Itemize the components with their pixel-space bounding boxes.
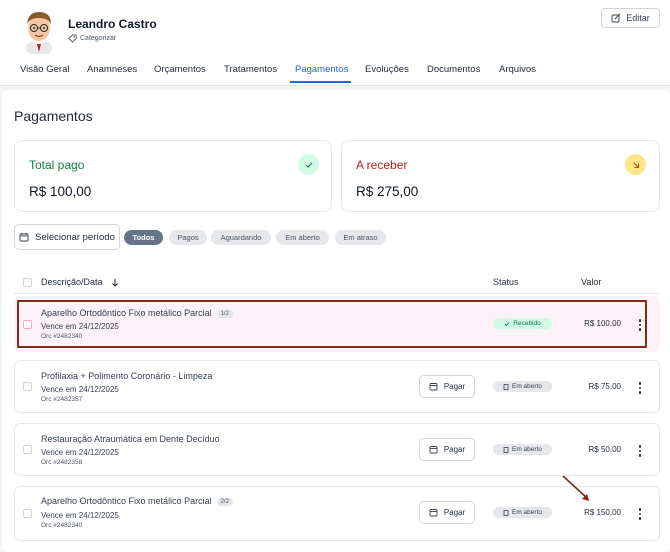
column-header-status: Status bbox=[493, 277, 519, 287]
tab-anamneses[interactable]: Anamneses bbox=[87, 64, 138, 75]
row-due-date: Vence em 24/12/2025 bbox=[41, 385, 119, 394]
edit-button[interactable]: Editar bbox=[601, 8, 660, 28]
calendar-icon bbox=[19, 233, 29, 242]
patient-header: Leandro Castro Categorizar Editar Visão … bbox=[0, 0, 670, 86]
tab-pagamentos[interactable]: Pagamentos bbox=[295, 64, 349, 75]
document-icon bbox=[503, 509, 509, 516]
tab-tratamentos[interactable]: Tratamentos bbox=[224, 64, 277, 75]
pay-button[interactable]: Pagar bbox=[419, 375, 475, 398]
arrow-down-right-icon bbox=[625, 154, 646, 175]
table-row[interactable] bbox=[14, 296, 660, 352]
receivable-value: R$ 275,00 bbox=[356, 184, 419, 199]
row-description: Aparelho Ortodôntico Fixo metálico Parci… bbox=[41, 308, 233, 318]
check-icon bbox=[298, 154, 319, 175]
more-options-icon[interactable] bbox=[638, 508, 642, 520]
filter-chip-pagos[interactable]: Pagos bbox=[169, 230, 207, 245]
arrow-down-icon bbox=[111, 278, 118, 287]
document-icon bbox=[503, 446, 509, 453]
row-value: R$ 150,00 bbox=[584, 508, 621, 517]
more-options-icon[interactable] bbox=[638, 319, 642, 331]
annotation-arrow-icon bbox=[562, 475, 589, 501]
filter-chip-aguardando[interactable]: Aguardando bbox=[211, 230, 271, 245]
check-icon bbox=[504, 321, 510, 326]
filter-chip-em-atraso[interactable]: Em atraso bbox=[335, 230, 386, 245]
status-badge: Em aberto bbox=[493, 507, 552, 518]
installment-badge: 1/2 bbox=[216, 309, 233, 318]
pay-button[interactable]: Pagar bbox=[419, 501, 475, 524]
filter-chip-todos[interactable]: Todos bbox=[124, 230, 163, 245]
status-badge: Em aberto bbox=[493, 381, 552, 392]
status-badge: Em aberto bbox=[493, 444, 552, 455]
column-header-value: Valor bbox=[581, 277, 602, 287]
row-description-text: Aparelho Ortodôntico Fixo metálico Parci… bbox=[41, 496, 212, 506]
pay-button[interactable]: Pagar bbox=[419, 438, 475, 461]
patient-name: Leandro Castro bbox=[68, 17, 157, 31]
status-label: Em aberto bbox=[512, 383, 542, 390]
table-row[interactable] bbox=[14, 423, 660, 476]
highlight-box bbox=[17, 300, 647, 348]
tab-documentos[interactable]: Documentos bbox=[427, 64, 481, 75]
row-checkbox[interactable] bbox=[23, 445, 32, 454]
row-checkbox[interactable] bbox=[23, 509, 32, 518]
more-options-icon[interactable] bbox=[638, 445, 642, 457]
row-budget-number: Orc #2482357 bbox=[41, 396, 83, 403]
row-value: R$ 50,00 bbox=[588, 445, 621, 454]
tab-orcamentos[interactable]: Orçamentos bbox=[154, 64, 206, 75]
receipt-icon bbox=[429, 509, 438, 517]
column-desc-label: Descrição/Data bbox=[41, 277, 103, 287]
row-checkbox[interactable] bbox=[23, 320, 32, 329]
pay-label: Pagar bbox=[443, 382, 466, 391]
edit-icon bbox=[611, 13, 621, 23]
row-budget-number: Orc #2482340 bbox=[41, 522, 83, 529]
receivable-card: A receber R$ 275,00 bbox=[341, 140, 660, 212]
status-badge: Recebido bbox=[493, 318, 552, 329]
installment-badge: 2/2 bbox=[216, 497, 233, 506]
tab-evolucoes[interactable]: Evoluções bbox=[365, 64, 409, 75]
row-checkbox[interactable] bbox=[23, 382, 32, 391]
select-all-checkbox[interactable] bbox=[23, 278, 32, 287]
row-description-text: Aparelho Ortodôntico Fixo metálico Parci… bbox=[41, 308, 212, 318]
column-header-description[interactable]: Descrição/Data bbox=[41, 277, 119, 287]
select-period-label: Selecionar período bbox=[35, 231, 115, 243]
categorize-link[interactable]: Categorizar bbox=[68, 34, 116, 43]
total-paid-label: Total pago bbox=[29, 158, 85, 172]
row-due-date: Vence em 24/12/2025 bbox=[41, 448, 119, 457]
total-paid-card: Total pago R$ 100,00 bbox=[14, 140, 332, 212]
more-options-icon[interactable] bbox=[638, 382, 642, 394]
row-value: R$ 100,00 bbox=[584, 319, 621, 328]
document-icon bbox=[503, 383, 509, 390]
table-row[interactable] bbox=[14, 486, 660, 541]
status-label: Recebido bbox=[513, 320, 541, 327]
row-budget-number: Orc #2482340 bbox=[41, 333, 83, 340]
table-row[interactable] bbox=[14, 360, 660, 413]
receipt-icon bbox=[429, 383, 438, 391]
row-budget-number: Orc #2482358 bbox=[41, 459, 83, 466]
edit-label: Editar bbox=[626, 13, 650, 23]
receivable-label: A receber bbox=[356, 158, 408, 172]
select-period-button[interactable]: Selecionar período bbox=[14, 224, 120, 250]
filter-chip-em-aberto[interactable]: Em aberto bbox=[276, 230, 329, 245]
categorize-label: Categorizar bbox=[80, 35, 117, 42]
receipt-icon bbox=[429, 446, 438, 454]
page-title: Pagamentos bbox=[14, 108, 93, 124]
pay-label: Pagar bbox=[443, 445, 466, 454]
active-tab-indicator bbox=[290, 81, 351, 83]
header-divider bbox=[14, 293, 660, 294]
status-label: Em aberto bbox=[512, 509, 542, 516]
tab-visao-geral[interactable]: Visão Geral bbox=[20, 64, 70, 75]
row-description: Restauração Atraumática em Dente Decíduo bbox=[41, 434, 220, 444]
row-due-date: Vence em 24/12/2025 bbox=[41, 511, 119, 520]
total-paid-value: R$ 100,00 bbox=[29, 184, 92, 199]
row-due-date: Vence em 24/12/2025 bbox=[41, 322, 119, 331]
row-value: R$ 75,00 bbox=[588, 382, 621, 391]
status-label: Em aberto bbox=[512, 446, 542, 453]
tag-icon bbox=[68, 34, 77, 43]
row-description: Profilaxia + Polimento Coronário - Limpe… bbox=[41, 371, 213, 381]
pay-label: Pagar bbox=[443, 508, 466, 517]
row-description: Aparelho Ortodôntico Fixo metálico Parci… bbox=[41, 496, 233, 506]
tab-arquivos[interactable]: Arquivos bbox=[499, 64, 536, 75]
avatar-icon bbox=[26, 12, 52, 54]
